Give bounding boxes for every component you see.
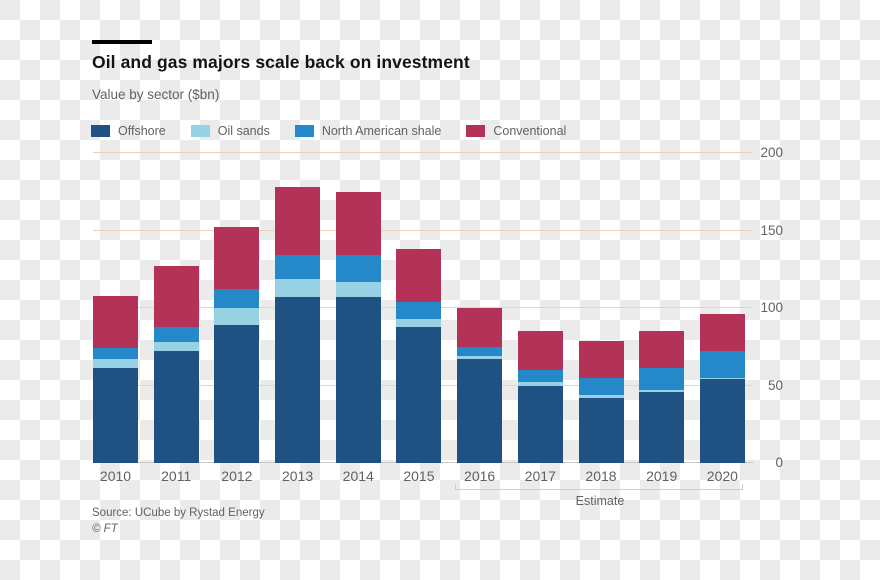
source-text: Source: UCube by Rystad Energy bbox=[92, 507, 265, 519]
segment-north-american-shale-2017 bbox=[517, 370, 563, 383]
segment-offshore-2013 bbox=[275, 297, 321, 463]
segment-oil-sands-2015 bbox=[396, 318, 442, 327]
legend: Offshore Oil sands North American shale Con… bbox=[91, 124, 566, 138]
x-tick-label-2013: 2013 bbox=[281, 468, 314, 484]
segment-north-american-shale-2012 bbox=[214, 289, 260, 309]
segment-offshore-2014 bbox=[335, 297, 381, 463]
segment-north-american-shale-2019 bbox=[639, 368, 685, 391]
x-tick-label-2019: 2019 bbox=[646, 468, 678, 484]
legend-swatch-conventional bbox=[466, 125, 486, 137]
x-tick-label-2015: 2015 bbox=[403, 468, 435, 484]
segment-conventional-2019 bbox=[639, 331, 685, 369]
legend-swatch-offshore bbox=[91, 125, 110, 137]
legend-label: North American shale bbox=[321, 124, 442, 138]
segment-oil-sands-2018 bbox=[578, 394, 624, 398]
segment-conventional-2011 bbox=[153, 266, 199, 327]
bar-2010 bbox=[93, 295, 138, 463]
segment-oil-sands-2020 bbox=[699, 377, 745, 380]
bar-2016 bbox=[457, 308, 503, 463]
segment-oil-sands-2010 bbox=[93, 359, 138, 369]
segment-north-american-shale-2018 bbox=[578, 377, 624, 395]
segment-north-american-shale-2016 bbox=[457, 346, 503, 357]
segment-north-american-shale-2020 bbox=[699, 351, 745, 378]
y-tick-label-100: 100 bbox=[760, 300, 783, 315]
segment-north-american-shale-2013 bbox=[275, 255, 321, 279]
segment-oil-sands-2011 bbox=[153, 342, 199, 352]
segment-conventional-2020 bbox=[699, 314, 745, 352]
segment-conventional-2018 bbox=[578, 340, 624, 378]
x-tick-label-2012: 2012 bbox=[221, 468, 253, 484]
segment-oil-sands-2016 bbox=[457, 356, 503, 360]
bar-2018 bbox=[578, 340, 624, 463]
y-tick-label-0: 0 bbox=[775, 455, 783, 470]
x-tick-label-2011: 2011 bbox=[161, 468, 192, 484]
legend-swatch-oil-sands bbox=[190, 125, 210, 137]
segment-offshore-2012 bbox=[214, 325, 260, 463]
estimate-label: Estimate bbox=[575, 494, 625, 508]
legend-item-north-american-shale: North American shale bbox=[294, 124, 442, 138]
bar-2012 bbox=[214, 227, 260, 463]
segment-conventional-2014 bbox=[335, 191, 381, 256]
segment-oil-sands-2019 bbox=[639, 390, 685, 392]
segment-offshore-2020 bbox=[699, 379, 745, 463]
bar-2011 bbox=[153, 266, 199, 463]
segment-conventional-2013 bbox=[275, 187, 321, 256]
gridline-200 bbox=[93, 152, 753, 153]
segment-offshore-2019 bbox=[639, 391, 685, 463]
plot-area: 0 50 100 150 200 bbox=[93, 145, 783, 470]
legend-label: Oil sands bbox=[217, 124, 270, 138]
x-axis: 2010 2011 2012 2013 2014 2015 2016 2017 2018 2019… bbox=[93, 468, 745, 484]
segment-conventional-2015 bbox=[396, 249, 442, 302]
segment-north-american-shale-2011 bbox=[153, 326, 199, 343]
x-tick-label-2020: 2020 bbox=[706, 468, 738, 484]
bars-group bbox=[93, 153, 745, 463]
legend-label: Conventional bbox=[493, 124, 567, 138]
chart-subtitle: Value by sector ($bn) bbox=[92, 87, 220, 102]
bar-2019 bbox=[639, 331, 685, 463]
bar-2014 bbox=[335, 191, 381, 463]
legend-item-offshore: Offshore bbox=[91, 124, 166, 138]
y-tick-label-150: 150 bbox=[760, 222, 783, 238]
x-tick-label-2014: 2014 bbox=[342, 468, 374, 484]
segment-oil-sands-2017 bbox=[517, 382, 563, 386]
segment-offshore-2011 bbox=[153, 351, 199, 463]
segment-offshore-2015 bbox=[396, 326, 442, 463]
legend-item-conventional: Conventional bbox=[466, 124, 566, 138]
legend-item-oil-sands: Oil sands bbox=[190, 124, 270, 138]
segment-north-american-shale-2015 bbox=[396, 301, 442, 319]
segment-offshore-2017 bbox=[517, 385, 563, 463]
gridline-150 bbox=[93, 229, 753, 231]
segment-north-american-shale-2010 bbox=[93, 348, 138, 360]
segment-oil-sands-2014 bbox=[335, 281, 381, 298]
segment-conventional-2016 bbox=[457, 308, 503, 347]
x-tick-label-2016: 2016 bbox=[464, 468, 496, 484]
ft-credit: © FT bbox=[92, 523, 118, 535]
chart-title: Oil and gas majors scale back on investm… bbox=[92, 52, 470, 72]
x-tick-label-2018: 2018 bbox=[585, 468, 617, 484]
title-slug-bar bbox=[92, 40, 152, 44]
bar-2017 bbox=[517, 331, 563, 463]
y-tick-label-200: 200 bbox=[760, 145, 783, 160]
segment-conventional-2010 bbox=[93, 295, 138, 349]
segment-offshore-2016 bbox=[457, 359, 503, 463]
segment-offshore-2018 bbox=[578, 397, 624, 463]
segment-oil-sands-2012 bbox=[214, 308, 260, 326]
x-tick-label-2017: 2017 bbox=[524, 468, 556, 484]
segment-north-american-shale-2014 bbox=[335, 255, 381, 282]
segment-oil-sands-2013 bbox=[275, 278, 321, 298]
estimate-bracket bbox=[455, 484, 743, 490]
bar-2020 bbox=[699, 314, 745, 463]
legend-label: Offshore bbox=[118, 124, 166, 138]
x-tick-label-2010: 2010 bbox=[99, 468, 132, 484]
y-tick-label-50: 50 bbox=[767, 377, 783, 393]
segment-conventional-2017 bbox=[517, 331, 563, 371]
bar-2015 bbox=[396, 249, 442, 463]
legend-swatch-north-american-shale bbox=[294, 125, 314, 137]
segment-offshore-2010 bbox=[93, 368, 138, 463]
bar-2013 bbox=[275, 187, 321, 463]
segment-conventional-2012 bbox=[214, 227, 260, 290]
